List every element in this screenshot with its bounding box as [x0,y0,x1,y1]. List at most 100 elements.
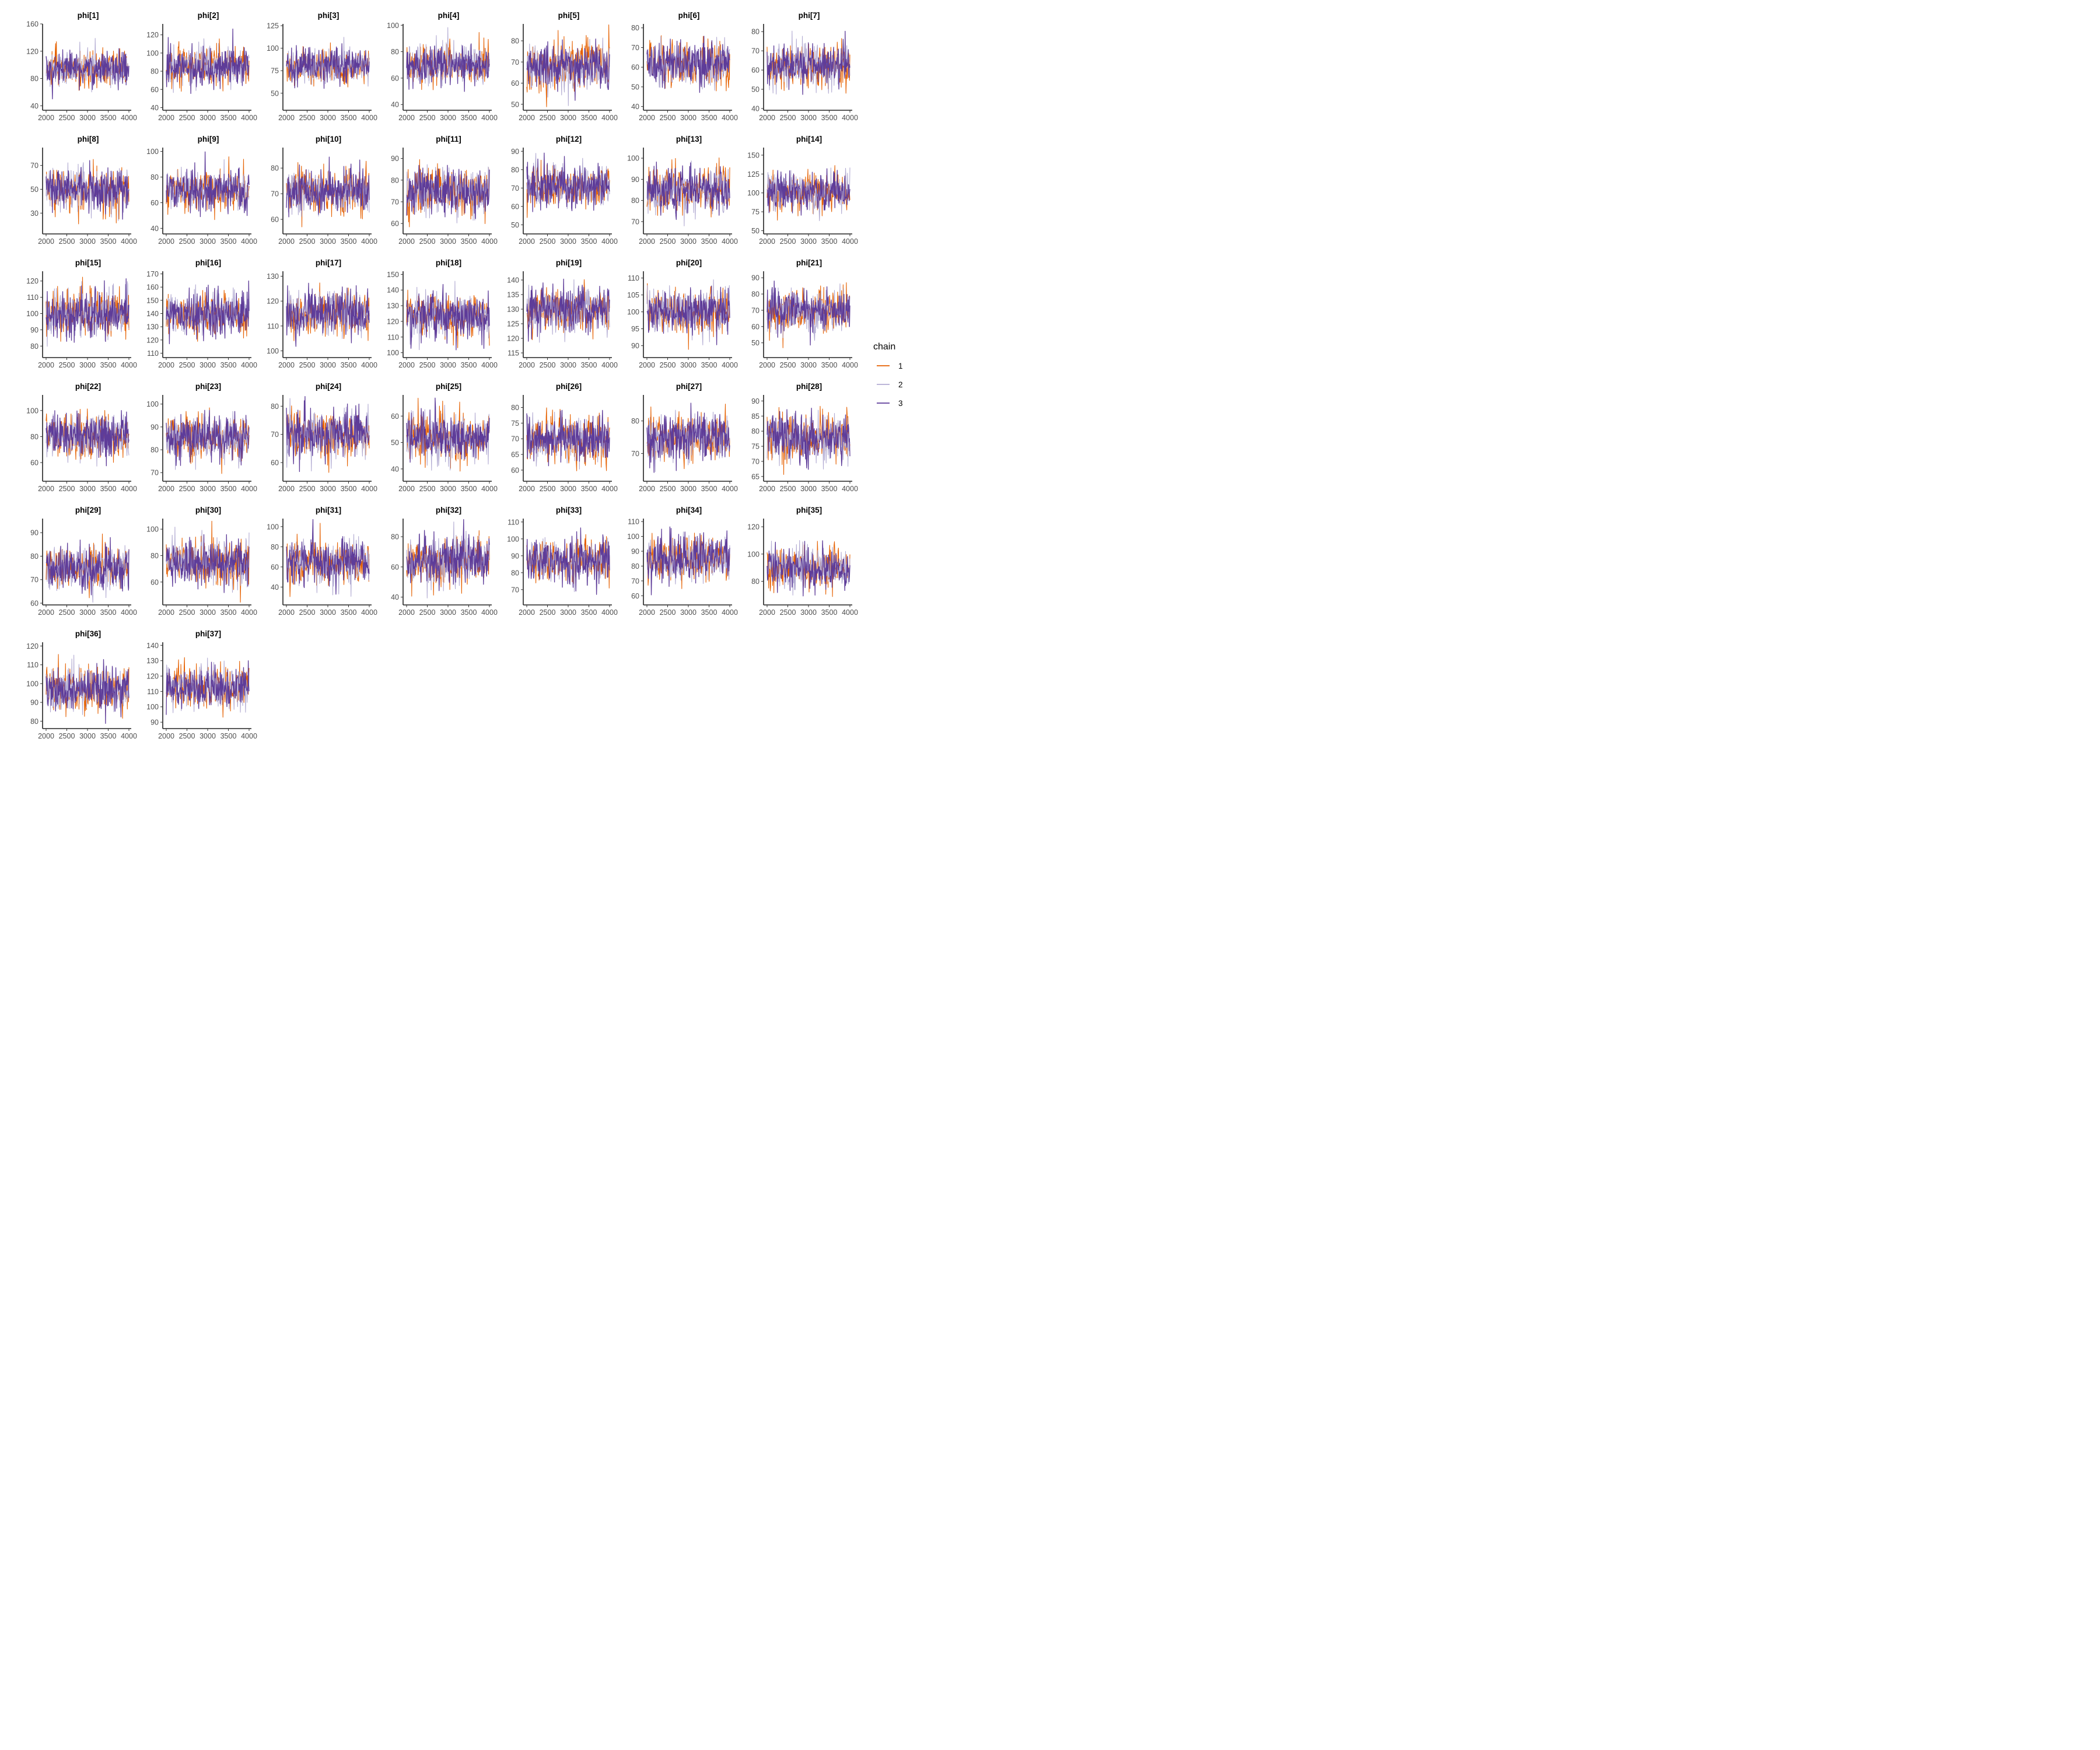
y-tick-label: 40 [150,104,159,112]
chain-3-trace [46,410,130,467]
y-tick-label: 60 [391,412,399,421]
x-tick-label: 3500 [821,608,838,617]
y-tick-label: 100 [146,703,159,711]
x-tick-label: 2000 [398,608,415,617]
panel-33: phi[33] 70 80 90 100 110 2000 2500 3000 3500 4000 [507,506,618,617]
chain-2-trace [166,38,250,93]
y-tick-label: 40 [30,102,38,110]
x-tick-label: 2000 [639,361,655,369]
x-tick-label: 4000 [241,485,257,493]
x-tick-label: 4000 [842,237,858,246]
chain-3-trace [406,43,490,92]
x-tick-label: 3000 [560,608,576,617]
y-tick-label: 100 [627,533,639,541]
y-tick-label: 140 [507,276,519,285]
chain-3-trace [286,282,370,347]
panel-title: phi[24] [316,382,341,391]
x-tick-label: 2500 [660,361,676,369]
panel-11: phi[11] 60 70 80 90 2000 2500 3000 3500 4000 [391,135,498,246]
y-tick-label: 60 [30,459,38,467]
panel-37: phi[37] 90 100 110 120 130 140 2000 2500 3000 3500… [146,629,257,740]
y-tick-label: 65 [751,473,760,481]
y-tick-label: 50 [751,339,760,347]
x-tick-label: 3000 [680,361,696,369]
x-tick-label: 3000 [440,608,456,617]
x-tick-label: 3000 [560,485,576,493]
panel-title: phi[4] [438,11,460,20]
chain-2-trace [46,162,130,221]
chain-3-trace [766,30,850,95]
y-tick-label: 125 [267,22,279,30]
y-tick-label: 70 [631,44,639,52]
panel-title: phi[25] [436,382,461,391]
y-tick-label: 70 [30,162,38,170]
x-tick-label: 2000 [519,361,535,369]
x-tick-label: 2500 [419,237,436,246]
chain-3-trace [646,402,730,473]
y-tick-label: 70 [30,576,38,584]
x-tick-label: 3500 [821,361,838,369]
y-tick-label: 40 [391,101,399,109]
y-tick-label: 100 [747,189,760,197]
x-tick-label: 4000 [722,485,738,493]
panel-19: phi[19] 115 120 125 130 135 140 2000 2500 3000 350… [507,258,618,369]
y-tick-label: 50 [631,83,639,91]
x-tick-label: 2500 [540,114,556,122]
x-tick-label: 2000 [398,361,415,369]
x-tick-label: 3000 [680,114,696,122]
y-tick-label: 80 [631,24,639,32]
y-tick-label: 60 [631,64,639,72]
y-tick-label: 70 [751,47,760,55]
y-tick-label: 60 [751,66,760,75]
x-tick-label: 3500 [100,237,117,246]
panel-title: phi[6] [678,11,700,20]
x-tick-label: 2500 [540,237,556,246]
x-tick-label: 2000 [158,114,174,122]
x-tick-label: 4000 [241,608,257,617]
y-tick-label: 60 [271,563,279,571]
y-tick-label: 50 [391,439,399,447]
y-tick-label: 100 [627,308,639,316]
legend: chain 1 2 3 [873,342,903,408]
y-tick-label: 40 [391,465,399,473]
y-tick-label: 110 [387,333,399,341]
x-tick-label: 3500 [581,485,597,493]
chain-3-trace [166,29,250,94]
x-tick-label: 3500 [581,608,597,617]
x-tick-label: 2500 [299,485,316,493]
x-tick-label: 4000 [601,361,618,369]
x-tick-label: 2500 [179,732,195,740]
y-tick-label: 90 [751,397,760,405]
x-tick-label: 3000 [320,237,336,246]
x-tick-label: 2500 [179,114,195,122]
x-tick-label: 2500 [419,608,436,617]
x-tick-label: 2000 [158,485,174,493]
panel-12: phi[12] 50 60 70 80 90 2000 2500 3000 3500 4000 [511,135,618,246]
legend-title: chain [873,342,895,352]
panel-16: phi[16] 110 120 130 140 150 160 170 2000 2500 3000… [146,258,257,369]
x-tick-label: 3500 [100,485,117,493]
x-tick-label: 3500 [341,361,357,369]
panel-5: phi[5] 50 60 70 80 2000 2500 3000 3500 4000 [511,11,618,122]
x-tick-label: 3500 [341,485,357,493]
y-tick-label: 80 [631,197,639,205]
y-tick-label: 80 [511,404,519,412]
chain-2-trace [166,284,250,336]
y-tick-label: 140 [146,642,159,650]
chain-3-trace [286,156,370,218]
x-tick-label: 3000 [440,361,456,369]
y-tick-label: 90 [511,148,519,156]
x-tick-label: 3500 [581,361,597,369]
panel-22: phi[22] 60 80 100 2000 2500 3000 3500 4000 [26,382,137,493]
chain-3-trace [766,168,850,216]
panel-32: phi[32] 40 60 80 2000 2500 3000 3500 4000 [391,506,498,617]
panel-title: phi[26] [556,382,582,391]
x-tick-label: 4000 [481,361,498,369]
y-tick-label: 80 [150,173,159,181]
x-tick-label: 3000 [800,361,817,369]
x-tick-label: 4000 [481,237,498,246]
x-tick-label: 2500 [780,608,796,617]
x-tick-label: 3500 [821,485,838,493]
x-tick-label: 3500 [701,361,718,369]
x-tick-label: 3500 [220,732,237,740]
